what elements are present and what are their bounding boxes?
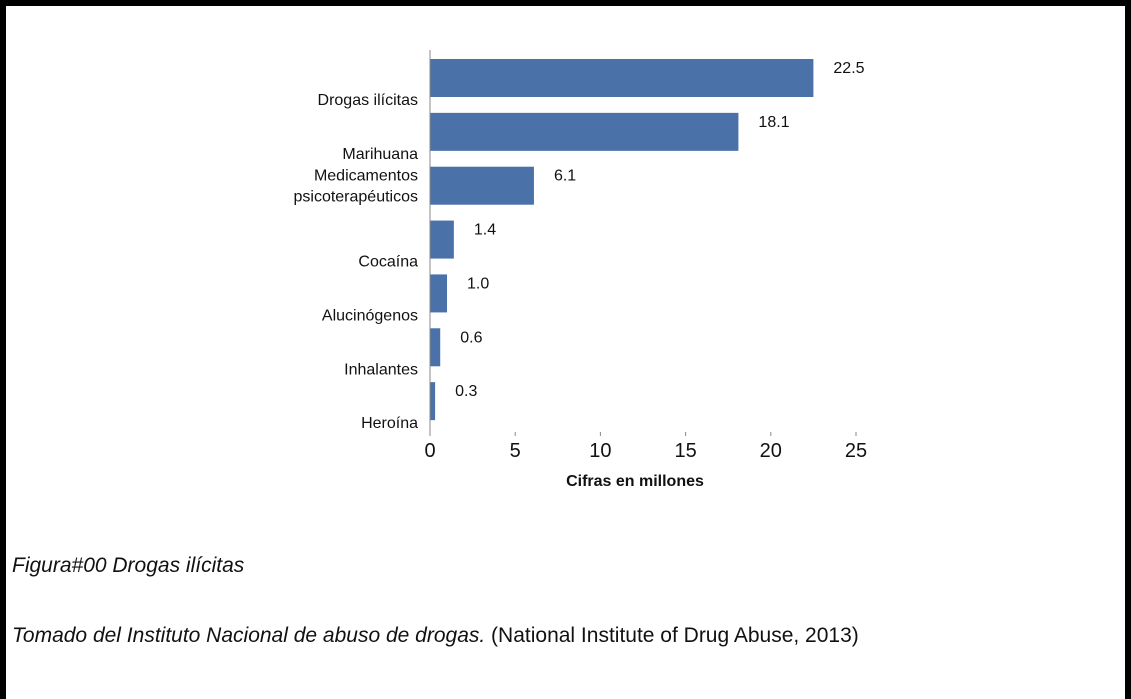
category-label-2-1: psicoterapéuticos (293, 189, 418, 206)
figure-caption: Figura#00 Drogas ilícitas (12, 554, 244, 578)
category-label-0: Drogas ilícitas (318, 92, 418, 109)
category-label-6: Heroína (361, 415, 418, 432)
x-tick-label-3: 15 (674, 440, 696, 462)
value-label-6: 0.3 (455, 383, 477, 400)
x-tick-label-1: 5 (510, 440, 521, 462)
category-label-4: Alucinógenos (322, 307, 418, 324)
bar-chart: Drogas ilícitas 22.5 Marihuana 18.1 Medicame… (293, 50, 867, 490)
x-tick-label-0: 0 (424, 440, 435, 462)
bar-5 (430, 328, 441, 367)
bar-2 (430, 166, 534, 205)
figure-caption-text: Figura#00 Drogas ilícitas (12, 554, 245, 577)
bar-4 (430, 274, 448, 313)
category-label-3: Cocaína (358, 254, 418, 271)
value-label-0: 22.5 (833, 60, 864, 77)
value-label-3: 1.4 (474, 222, 496, 239)
x-axis-label: Cifras en millones (566, 473, 704, 490)
source-caption: Tomado del Instituto Nacional de abuso d… (12, 624, 859, 648)
bar-0 (430, 59, 814, 97)
category-label-2-0: Medicamentos (314, 168, 418, 185)
value-label-5: 0.6 (460, 329, 482, 346)
x-tick-label-5: 25 (845, 440, 867, 462)
source-caption-citation: (National Institute of Drug Abuse, 2013) (485, 624, 859, 647)
x-tick-label-2: 10 (589, 440, 611, 462)
value-label-2: 6.1 (554, 168, 576, 185)
x-tick-label-4: 20 (760, 440, 782, 462)
bar-1 (430, 112, 739, 151)
value-label-1: 18.1 (758, 114, 789, 131)
value-label-4: 1.0 (467, 275, 489, 292)
category-label-1: Marihuana (342, 146, 418, 163)
bar-6 (430, 382, 436, 421)
source-caption-italic: Tomado del Instituto Nacional de abuso d… (12, 624, 486, 647)
category-label-5: Inhalantes (344, 361, 418, 378)
bar-3 (430, 220, 454, 259)
